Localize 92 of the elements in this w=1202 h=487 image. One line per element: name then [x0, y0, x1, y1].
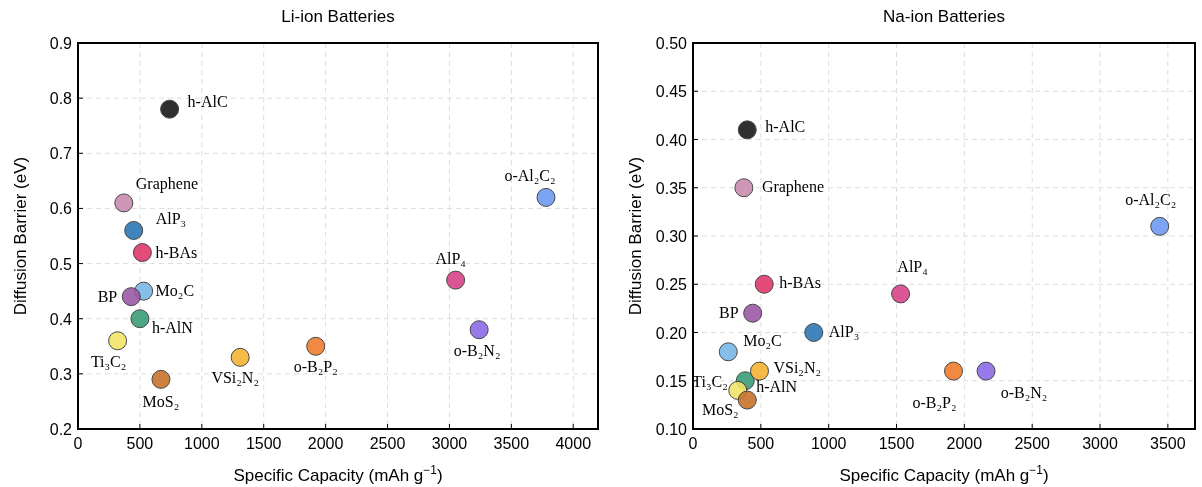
x-axis-title: Specific Capacity (mAh g$^{−1}$) [233, 463, 443, 485]
y-tick-label: 0.50 [655, 35, 688, 52]
point [749, 361, 769, 381]
series-label: VSi₂N₂ [773, 359, 822, 377]
series-label: h-AlN [151, 318, 194, 336]
point [446, 270, 466, 290]
x-tick-label: 1500 [245, 435, 282, 452]
series-label: o-Al₂C₂ [1125, 191, 1177, 209]
point [891, 284, 911, 304]
y-tick-label: 0.3 [49, 365, 73, 383]
x-tick-label: 3500 [1150, 435, 1186, 452]
x-tick-label: 3500 [493, 435, 530, 452]
series-label: BP [719, 304, 739, 322]
series-label: Mo₂C [155, 282, 195, 300]
point [944, 361, 963, 381]
series-label: h-AlN [756, 377, 798, 395]
point [737, 120, 757, 140]
y-tick-label: 0.2 [49, 421, 73, 438]
x-tick-label: 0 [688, 435, 698, 452]
point [121, 287, 141, 307]
y-tick-label: 0.35 [655, 179, 688, 197]
y-tick-label: 0.7 [49, 145, 73, 163]
series-label: AlP₄ [435, 250, 467, 268]
series-label: AlP₃ [828, 322, 860, 340]
series-label: h-AlC [765, 117, 806, 135]
point [124, 220, 144, 240]
y-tick-label: 0.6 [49, 200, 73, 218]
y-tick-label: 0.9 [49, 35, 73, 52]
series-label: o-B₂P₂ [293, 358, 338, 376]
point [108, 331, 128, 351]
series-label: AlP₃ [155, 210, 187, 228]
point [151, 369, 171, 389]
point [160, 99, 180, 119]
x-tick-label: 1000 [184, 435, 220, 452]
series-label: AlP₄ [897, 257, 929, 275]
series-label: MoS₂ [142, 393, 180, 411]
series-label: Graphene [135, 174, 198, 193]
y-tick-label: 0.15 [655, 372, 688, 390]
y-tick-label: 0.40 [655, 131, 688, 149]
series-label: o-B₂P₂ [912, 394, 957, 412]
series-label: BP [97, 287, 118, 305]
x-tick-label: 2500 [1014, 435, 1051, 452]
x-tick-label: 2000 [946, 435, 983, 452]
x-tick-label: 1500 [878, 435, 915, 452]
point [754, 274, 774, 294]
series-label: Ti₃C₂ [90, 352, 127, 370]
point [1150, 216, 1170, 236]
point [536, 187, 556, 207]
point [114, 193, 134, 213]
point [976, 361, 996, 381]
x-tick-label: 2500 [369, 435, 406, 452]
chart-title: Li-ion Batteries [281, 7, 395, 26]
point [132, 243, 152, 263]
point [718, 342, 738, 362]
series-label: o-Al₂C₂ [504, 167, 556, 185]
y-axis-title: Diffusion Barrier (eV) [626, 156, 645, 316]
x-axis-title: Specific Capacity (mAh g$^{−1}$) [839, 463, 1049, 485]
series-label: h-BAs [779, 274, 822, 292]
point [469, 320, 489, 340]
point [230, 347, 250, 367]
point [734, 178, 754, 198]
series-label: h-BAs [155, 243, 198, 261]
point [306, 336, 326, 356]
y-tick-label: 0.8 [49, 90, 73, 108]
x-tick-label: 0 [73, 435, 83, 452]
y-tick-label: 0.20 [655, 324, 688, 342]
series-label: o-B₂N₂ [453, 341, 501, 359]
x-tick-label: 500 [126, 435, 154, 452]
point [130, 309, 150, 329]
x-tick-label: 3000 [431, 435, 468, 452]
x-tick-label: 1000 [810, 435, 847, 452]
chart-title: Na-ion Batteries [883, 7, 1005, 26]
series-label: VSi₂N₂ [211, 369, 259, 387]
series-label: MoS₂ [701, 401, 739, 419]
series-label: Graphene [761, 177, 825, 196]
y-tick-label: 0.25 [655, 276, 688, 294]
point [804, 323, 824, 342]
y-tick-label: 0.45 [655, 83, 688, 101]
y-tick-label: 0.4 [49, 310, 73, 328]
point [737, 390, 757, 410]
x-tick-label: 500 [747, 435, 775, 452]
series-label: h-AlC [187, 93, 228, 111]
x-tick-label: 4000 [555, 435, 592, 452]
series-label: Mo₂C [743, 331, 782, 349]
y-tick-label: 0.10 [655, 421, 688, 438]
y-tick-label: 0.5 [49, 255, 73, 273]
series-label: o-B₂N₂ [1000, 384, 1048, 402]
x-tick-label: 2000 [307, 435, 344, 452]
x-tick-label: 3000 [1082, 435, 1118, 452]
point [743, 303, 763, 323]
y-tick-label: 0.30 [655, 228, 688, 245]
y-axis-title: Diffusion Barrier (eV) [11, 156, 30, 316]
